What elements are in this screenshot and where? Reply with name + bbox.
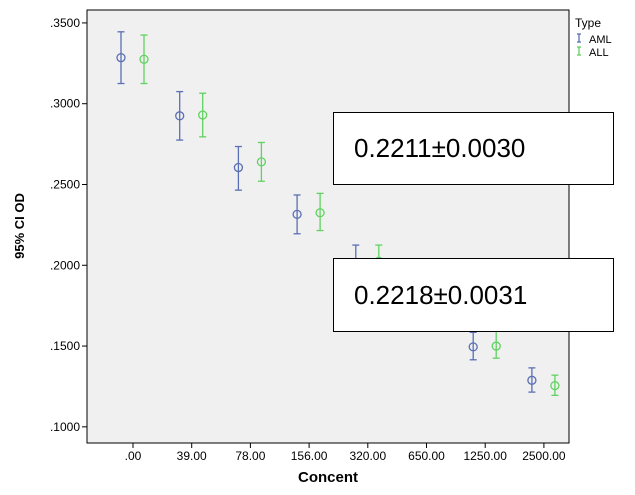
mean-point	[527, 375, 537, 385]
annotation-box-2: 0.2218±0.0031	[333, 258, 614, 332]
annotation-box-1: 0.2211±0.0030	[333, 112, 614, 185]
x-tick-label: 156.00	[291, 449, 328, 463]
legend-label: ALL	[589, 47, 609, 59]
y-tick-label: .3500	[50, 16, 80, 30]
x-tick-label: .00	[125, 449, 142, 463]
y-tick-label: .2500	[50, 177, 80, 191]
x-tick-label: 650.00	[408, 449, 445, 463]
y-tick-label: .3000	[50, 97, 80, 111]
annotation-text-1: 0.2211±0.0030	[354, 133, 526, 163]
y-axis: .1000 .1500 .2000 .2500 .3000 .3500	[50, 16, 87, 434]
y-tick-label: .1000	[50, 420, 80, 434]
x-tick-label: 78.00	[235, 449, 265, 463]
legend-item-aml: AML	[577, 33, 612, 46]
annotation-text-2: 0.2218±0.0031	[354, 279, 528, 310]
data-marks	[116, 31, 560, 396]
mean-point	[198, 110, 208, 120]
plot-background	[86, 9, 570, 444]
x-tick-label: 1250.00	[464, 449, 508, 463]
y-tick-label: .2000	[50, 258, 80, 272]
mean-point	[175, 111, 185, 121]
x-tick-label: 2500.00	[522, 449, 566, 463]
legend-item-all: ALL	[577, 46, 609, 59]
legend-label: AML	[589, 34, 612, 46]
y-tick-label: .1500	[50, 339, 80, 353]
mean-point	[491, 341, 501, 351]
x-axis: .00 39.00 78.00 156.00 320.00 650.00 1250.00 25…	[125, 443, 566, 463]
mean-point	[139, 54, 149, 64]
x-tick-label: 320.00	[349, 449, 386, 463]
mean-point	[292, 209, 302, 220]
mean-point	[550, 380, 560, 391]
x-tick-label: 39.00	[177, 449, 207, 463]
mean-point	[233, 162, 244, 173]
legend-title: Type	[575, 16, 601, 30]
mean-point	[468, 342, 478, 352]
x-axis-label: Concent	[298, 469, 358, 486]
mean-point	[116, 53, 126, 63]
series-all	[139, 34, 560, 396]
y-axis-label: 95% CI OD	[12, 193, 27, 259]
mean-point	[315, 208, 325, 218]
series-aml	[116, 31, 537, 393]
mean-point	[256, 157, 267, 167]
